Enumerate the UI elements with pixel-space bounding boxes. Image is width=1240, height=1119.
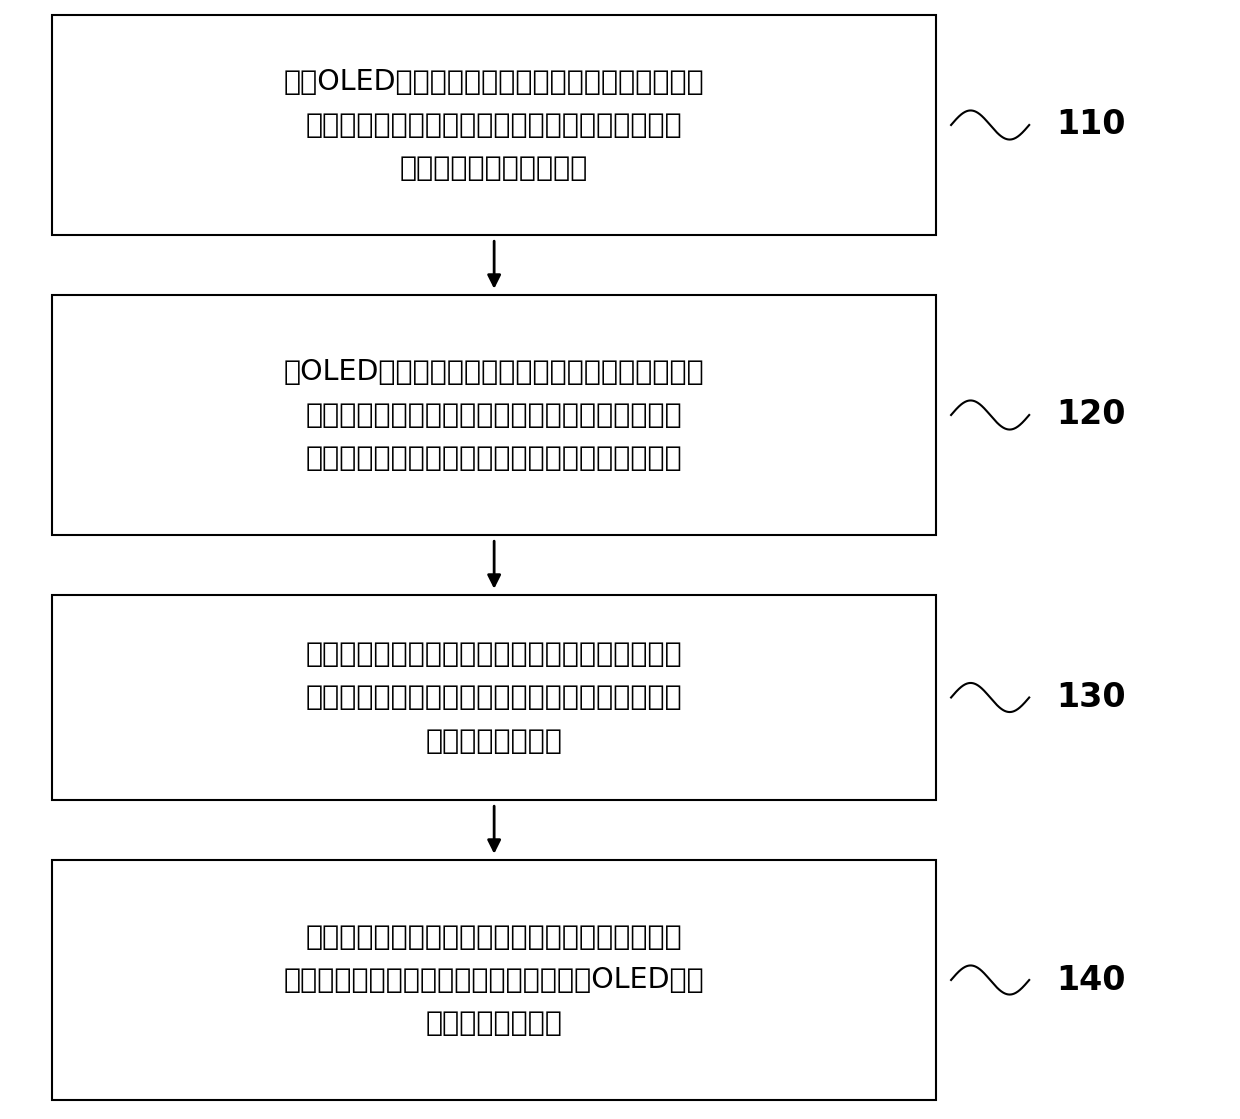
FancyBboxPatch shape — [52, 295, 936, 535]
Text: 140: 140 — [1056, 963, 1126, 997]
Text: 120: 120 — [1056, 398, 1126, 432]
Text: 130: 130 — [1056, 681, 1126, 714]
Text: 110: 110 — [1056, 109, 1126, 141]
FancyBboxPatch shape — [52, 861, 936, 1100]
Text: 将各子像素的所述目标输入电压与所述预设输入电
压的差值作为电压补偿值，以反馈给所述OLED显示
面板进行电压补偿: 将各子像素的所述目标输入电压与所述预设输入电 压的差值作为电压补偿值，以反馈给所… — [284, 922, 704, 1037]
Text: 获取OLED显示面板的各子像素在实际输入电压下的
实际显示亮度，并计算各子像素的实际输入电压与
实际显示亮度的对应关系: 获取OLED显示面板的各子像素在实际输入电压下的 实际显示亮度，并计算各子像素的… — [284, 67, 704, 182]
Text: 将OLED显示面板同一颜色的所有子像素在输入预设
输入电压时的显示亮度的均值作为所述同一颜色的
所有子像素在所述预设输入电压下的目标显示亮度: 将OLED显示面板同一颜色的所有子像素在输入预设 输入电压时的显示亮度的均值作为… — [284, 358, 704, 472]
FancyBboxPatch shape — [52, 595, 936, 800]
Text: 根据所述各子像素的实际输入电压与实际显示亮度
的对应关系确定各子像素在显示所述目标显示亮度
时的目标输入电压: 根据所述各子像素的实际输入电压与实际显示亮度 的对应关系确定各子像素在显示所述目… — [306, 640, 682, 755]
FancyBboxPatch shape — [52, 15, 936, 235]
